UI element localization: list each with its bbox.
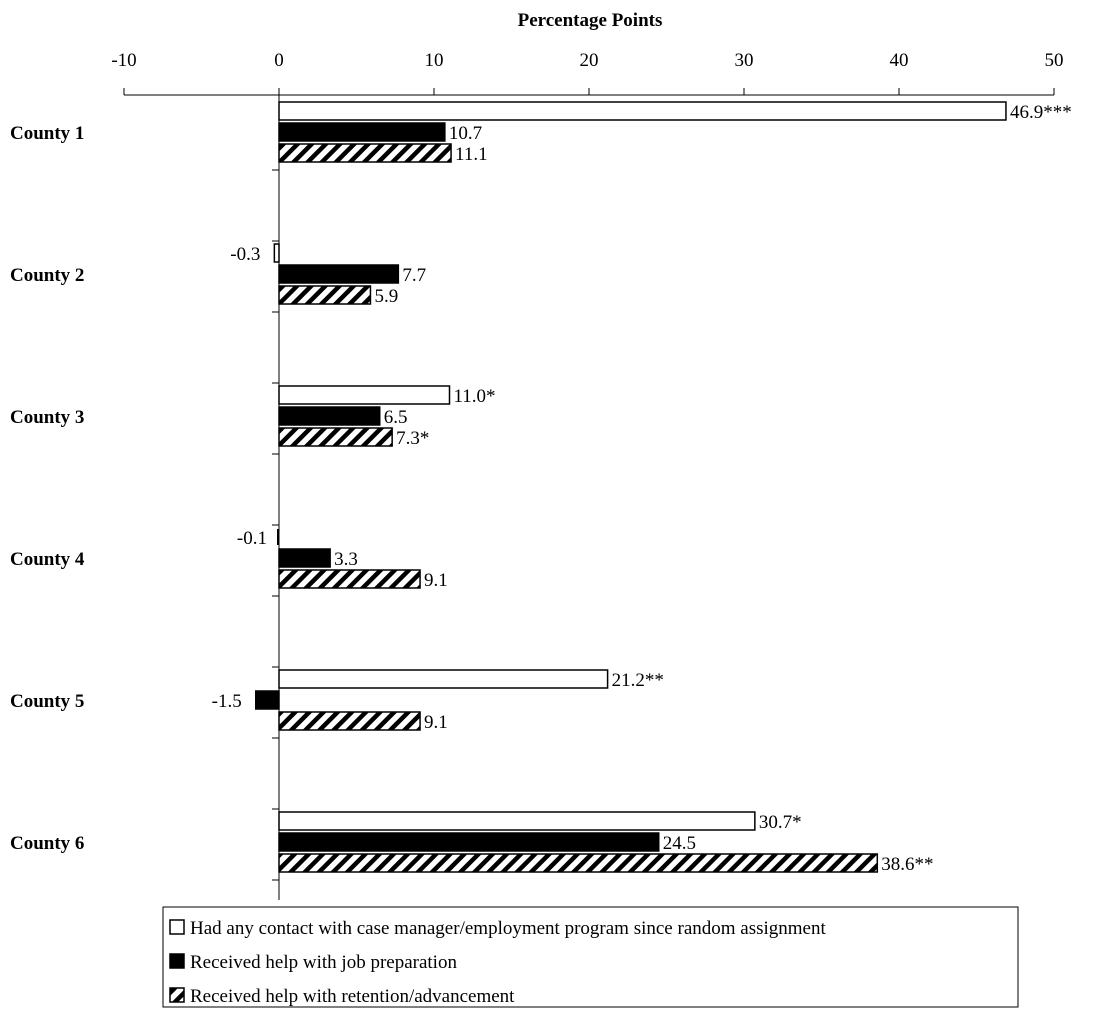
legend-label-1: Had any contact with case manager/employ… [190, 918, 826, 939]
bar-s2-c1 [278, 122, 446, 142]
legend-swatch-3 [169, 987, 185, 1003]
x-tick-label-5: 40 [890, 50, 909, 71]
legend-swatch-1 [169, 919, 185, 935]
bar-s1-c1 [278, 101, 1007, 121]
data-label-s2-c2: 7.7 [402, 265, 426, 286]
legend: Had any contact with case manager/employ… [162, 906, 1019, 1008]
bar-s3-c3 [278, 427, 393, 447]
data-label-s2-c4: 3.3 [334, 549, 358, 570]
x-tick-label-0: -10 [111, 50, 136, 71]
x-tick-label-1: 0 [274, 50, 284, 71]
data-label-s2-c3: 6.5 [384, 407, 408, 428]
legend-label-2: Received help with job preparation [190, 952, 457, 973]
data-label-s3-c2: 5.9 [374, 286, 398, 307]
data-label-s1-c3: 11.0* [454, 386, 496, 407]
bar-s1-c2 [273, 243, 280, 263]
data-label-s3-c1: 11.1 [455, 144, 488, 165]
bar-s3-c5 [278, 711, 421, 731]
x-axis-title: Percentage Points [518, 10, 663, 31]
data-label-s2-c5: -1.5 [212, 691, 242, 712]
data-label-s2-c1: 10.7 [449, 123, 482, 144]
bar-s2-c5 [255, 690, 280, 710]
category-label-5: County 5 [10, 691, 84, 712]
legend-box [162, 906, 1019, 1008]
bar-s1-c3 [278, 385, 451, 405]
data-label-s3-c3: 7.3* [396, 428, 429, 449]
bars: 46.9*** -0.3 11.0* 21.2** 30.7* 10.7 7.7 6.5 3.3… [212, 101, 1072, 875]
x-tick-label-3: 20 [580, 50, 599, 71]
bar-s3-c1 [278, 143, 452, 163]
annotation-mark-1 [277, 529, 279, 545]
data-label-s2-c6: 24.5 [663, 833, 696, 854]
bar-s3-c4 [278, 569, 421, 589]
bar-s2-c4 [278, 548, 331, 568]
x-axis: -10 0 10 20 30 40 50 [111, 50, 1064, 96]
data-label-s3-c4: 9.1 [424, 570, 448, 591]
bar-s3-c6 [278, 853, 879, 873]
bar-s2-c3 [278, 406, 381, 426]
x-tick-label-2: 10 [425, 50, 444, 71]
y-axis: County 1 County 2 County 3 County 4 County 5… [10, 95, 280, 900]
data-label-s3-c5: 9.1 [424, 712, 448, 733]
data-label-s1-c2: -0.3 [230, 244, 260, 265]
annotation-label-1: -0.1 [237, 528, 267, 549]
category-label-2: County 2 [10, 265, 84, 286]
category-label-1: County 1 [10, 123, 84, 144]
bar-s2-c6 [278, 832, 660, 852]
bar-s2-c2 [278, 264, 400, 284]
data-label-s1-c6: 30.7* [759, 812, 802, 833]
bar-s1-c6 [278, 811, 756, 831]
data-label-s1-c1: 46.9*** [1010, 102, 1072, 123]
category-label-6: County 6 [10, 833, 84, 854]
legend-label-3: Received help with retention/advancement [190, 986, 515, 1007]
data-label-s1-c5: 21.2** [612, 670, 664, 691]
data-label-s3-c6: 38.6** [881, 854, 933, 875]
legend-swatch-2 [169, 953, 185, 969]
bar-s3-c2 [278, 285, 372, 305]
category-label-4: County 4 [10, 549, 85, 570]
bar-s1-c5 [278, 669, 609, 689]
category-label-3: County 3 [10, 407, 84, 428]
x-tick-label-6: 50 [1045, 50, 1064, 71]
x-tick-label-4: 30 [735, 50, 754, 71]
